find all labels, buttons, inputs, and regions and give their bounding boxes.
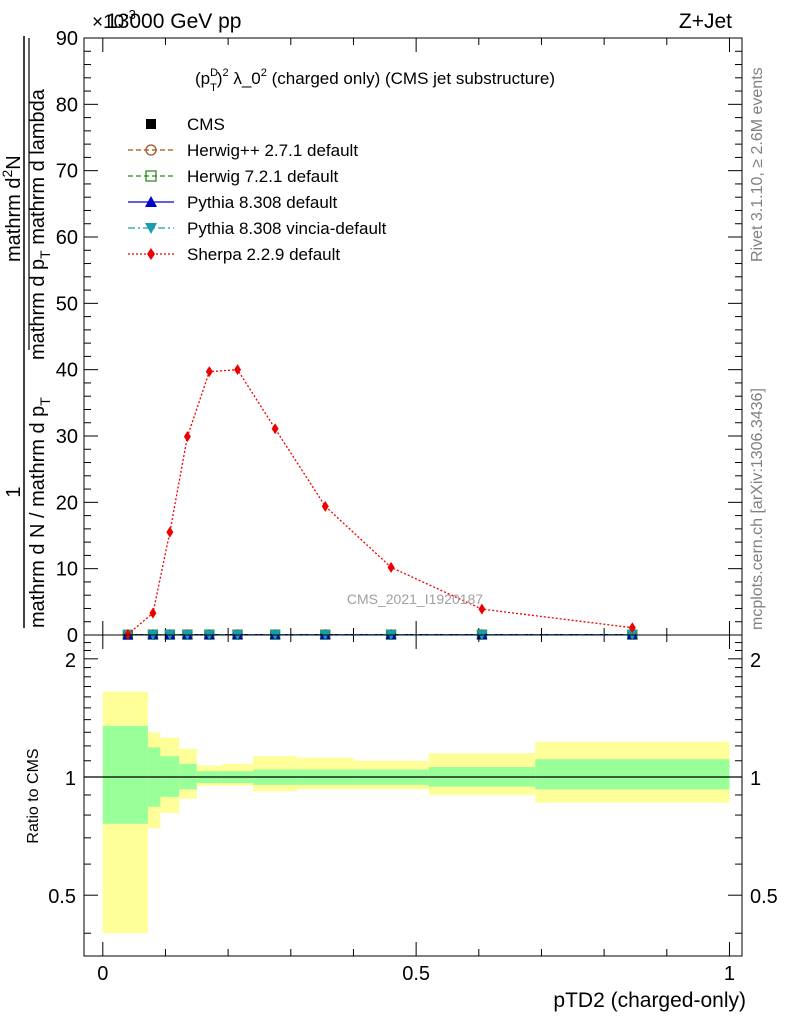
- main-plot-frame: [83, 37, 743, 636]
- ratio-panel: 0.5 0.5 1 1 2 2 0 0.5 1: [48, 634, 778, 985]
- data-point: [387, 561, 395, 573]
- data-point: [166, 526, 174, 538]
- data-point: [321, 500, 329, 512]
- series-5: [124, 364, 636, 640]
- x-tick-label: 0: [97, 963, 108, 985]
- ratio-y-tick-label: 2: [65, 650, 76, 672]
- legend-marker: [145, 144, 157, 156]
- main-panel: 0 10 20 30 40 50 60 70 80 90 CMS_2021_I1920187 (p…: [56, 28, 743, 647]
- ylabel-numerator: 1: [3, 486, 25, 497]
- data-point: [234, 364, 242, 376]
- y-tick-label: 70: [56, 161, 78, 183]
- analysis-watermark: CMS_2021_I1920187: [347, 591, 483, 607]
- ratio-y-tick-label-right: 1: [750, 768, 761, 790]
- data-point: [149, 607, 157, 619]
- ratio-y-tick-label: 1: [65, 768, 76, 790]
- ratio-error-bands: [102, 691, 730, 934]
- y-tick-label: 50: [56, 293, 78, 315]
- main-ylabel: 1 mathrm d N / mathrm d pT mathrm d2N ma…: [0, 36, 53, 628]
- x-tick-label: 1: [724, 963, 735, 985]
- data-point: [124, 628, 132, 640]
- data-point: [628, 622, 636, 634]
- rivet-version-label: Rivet 3.1.10, ≥ 2.6M events: [749, 67, 766, 262]
- y-tick-label: 0: [67, 625, 78, 647]
- y-tick-label: 20: [56, 492, 78, 514]
- x-tick-label: 0.5: [402, 963, 430, 985]
- y-tick-label: 80: [56, 94, 78, 116]
- ylabel-second-numerator: mathrm d2N: [0, 155, 25, 262]
- legend-marker: [145, 196, 157, 207]
- ratio-plot-frame: [83, 634, 743, 957]
- legend-marker: [145, 223, 157, 234]
- ratio-y-tick-label-right: 0.5: [750, 886, 778, 908]
- main-title: (pD T)2 λ_02 (charged only) (CMS jet subs…: [195, 67, 555, 94]
- x-axis-label: pTD2 (charged-only): [553, 989, 746, 1012]
- ylabel-denominator: mathrm d N / mathrm d pT: [27, 397, 53, 628]
- data-point: [271, 423, 279, 435]
- y-tick-label: 90: [56, 28, 78, 50]
- ratio-ticks: 0.5 0.5 1 1 2 2 0 0.5 1: [48, 635, 778, 985]
- y-tick-label: 60: [56, 227, 78, 249]
- legend-marker: [147, 248, 155, 260]
- legend-marker: [146, 119, 156, 129]
- data-point: [478, 603, 486, 615]
- mcplots-label: mcplots.cern.ch [arXiv:1306.3436]: [749, 388, 766, 630]
- y-tick-label: 30: [56, 426, 78, 448]
- stat-uncertainty-band: [102, 725, 148, 824]
- ylabel-second-denominator: mathrm d pT mathrm d lambda: [27, 88, 53, 360]
- legend-marker: [145, 170, 157, 182]
- legend-entry: Sherpa 2.2.9 default: [187, 245, 340, 264]
- ratio-y-tick-label-right: 2: [750, 650, 761, 672]
- data-point: [183, 431, 191, 443]
- process-label: Z+Jet: [679, 10, 732, 33]
- legend-entry: CMS: [187, 115, 225, 134]
- stat-uncertainty-band: [535, 759, 730, 790]
- legend-entry: Pythia 8.308 default: [187, 193, 338, 212]
- exponent-label: ×10-3: [92, 7, 136, 33]
- legend-entry: Pythia 8.308 vincia-default: [187, 219, 387, 238]
- legend-entry: Herwig++ 2.7.1 default: [187, 141, 358, 160]
- y-tick-label: 10: [56, 559, 78, 581]
- ratio-ylabel: Ratio to CMS: [25, 748, 42, 843]
- main-y-ticks: 0 10 20 30 40 50 60 70 80 90: [56, 28, 742, 647]
- ratio-y-tick-label: 0.5: [48, 886, 76, 908]
- y-tick-label: 40: [56, 360, 78, 382]
- legend-entry: Herwig 7.2.1 default: [187, 167, 338, 186]
- legend: CMS Herwig++ 2.7.1 default Herwig 7.2.1 de…: [128, 115, 387, 264]
- data-point: [205, 366, 213, 378]
- energy-label: 13000 GeV pp: [106, 10, 241, 33]
